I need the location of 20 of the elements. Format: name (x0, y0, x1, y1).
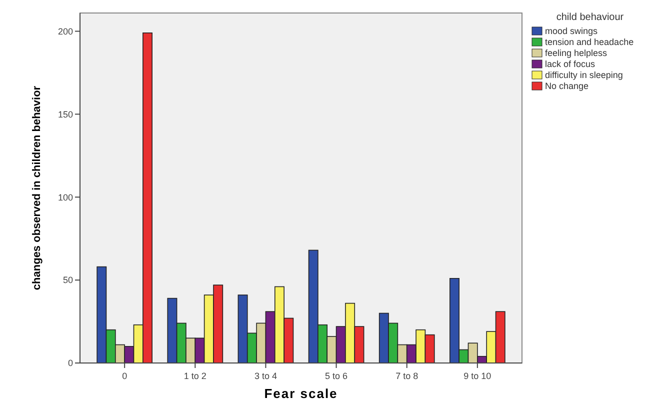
legend-label: No change (545, 81, 589, 91)
x-axis-title: Fear scale (264, 386, 338, 401)
y-tick-label: 100 (58, 192, 73, 202)
x-tick-label: 5 to 6 (325, 371, 348, 381)
y-tick-label: 150 (58, 109, 73, 120)
x-tick-label: 1 to 2 (184, 371, 206, 381)
legend-label: tension and headache (545, 37, 634, 47)
legend-label: mood swings (545, 26, 598, 36)
legend-label: difficulty in sleeping (545, 70, 623, 80)
legend-label: lack of focus (545, 59, 596, 69)
legend-label: feeling helpless (545, 48, 608, 58)
x-tick-label: 9 to 10 (464, 371, 492, 381)
y-tick-label: 200 (58, 26, 73, 36)
y-tick-label: 0 (68, 358, 73, 368)
y-tick-label: 50 (62, 275, 73, 286)
x-tick-label: 3 to 4 (254, 371, 277, 381)
legend-title: child behaviour (556, 12, 624, 23)
x-tick-label: 0 (122, 371, 128, 381)
x-tick-label: 7 to 8 (396, 371, 418, 381)
y-axis-title: changes observed in children behavior (31, 85, 43, 290)
